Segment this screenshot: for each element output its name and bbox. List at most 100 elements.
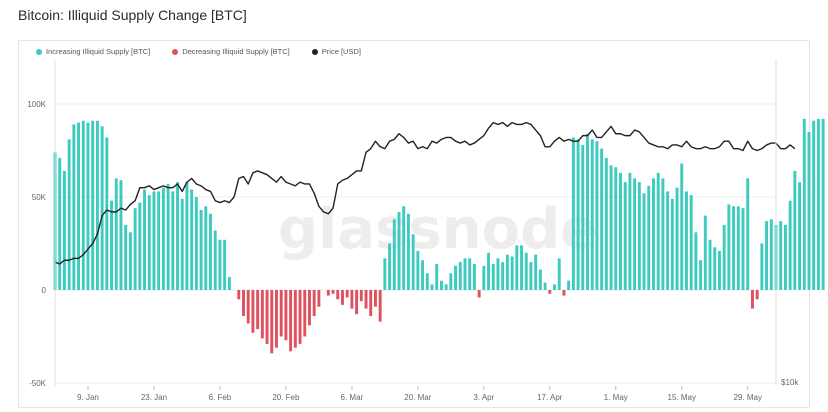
increasing-bar [463,258,467,290]
increasing-bar [439,280,443,290]
increasing-bar [501,262,505,290]
increasing-bar [816,118,820,290]
increasing-bar [119,180,123,290]
increasing-bar [783,224,787,290]
increasing-bar [81,120,85,291]
increasing-bar [435,263,439,290]
increasing-bar [769,219,773,290]
legend-item-increasing[interactable]: Increasing Illiquid Supply [BTC] [36,47,150,56]
decreasing-bar [373,290,377,307]
increasing-bar [670,198,674,290]
watermark: glassnode [278,197,598,262]
decreasing-bar [477,290,481,298]
increasing-bar [166,183,170,290]
y-tick-label: -50K [29,379,47,388]
decreasing-bar [275,290,278,348]
decreasing-bar [317,290,321,307]
increasing-bar [685,191,688,290]
increasing-bar [703,215,707,290]
increasing-bar [520,245,523,290]
increasing-bar [388,243,392,290]
increasing-bar [637,182,641,290]
x-tick-label: 29. May [733,393,761,402]
increasing-bar [185,182,189,290]
decreasing-bar [350,290,354,309]
increasing-bar [105,137,109,290]
increasing-bar [128,232,132,290]
increasing-bar [454,265,458,290]
y-tick-label: 50K [32,193,47,202]
increasing-bar [798,182,802,290]
increasing-bar [147,195,151,290]
increasing-bar [656,172,660,290]
grid-lines [55,103,776,384]
x-tick-label: 9. Jan [77,393,99,402]
increasing-bar [628,172,632,290]
decreasing-bar [336,290,340,300]
bars-group [53,118,825,354]
increasing-bar [576,139,580,290]
increasing-bar [581,144,585,290]
increasing-bar [425,273,429,290]
increasing-bar [124,224,128,290]
increasing-bar [190,189,194,290]
x-tick-label: 1. May [604,393,628,402]
increasing-bar [161,187,165,290]
decreasing-bar [251,290,255,333]
decreasing-bar [242,290,245,317]
increasing-bar [406,213,410,290]
increasing-bar [472,263,476,290]
increasing-bar [91,120,95,291]
legend-label-price: Price [USD] [321,47,361,56]
increasing-bar [199,210,203,290]
increasing-bar [430,284,434,290]
increasing-bar [534,254,538,290]
decreasing-bar [355,290,359,315]
decreasing-bar [298,290,302,344]
increasing-bar [741,208,745,290]
increasing-bar [642,193,646,290]
decreasing-bar [364,290,368,309]
increasing-bar [713,247,717,290]
increasing-bar [491,263,495,290]
increasing-bar [590,139,594,290]
legend-item-price[interactable]: Price [USD] [311,47,361,56]
increasing-bar [746,178,750,290]
increasing-bar [223,239,227,290]
increasing-bar [213,230,217,290]
increasing-bar [86,122,90,290]
increasing-bar [788,200,792,290]
increasing-bar [553,284,556,290]
x-tick-label: 20. Feb [272,393,300,402]
increasing-bar [666,191,670,290]
price-line-group [54,121,796,265]
increasing-bar [604,157,608,290]
legend-item-decreasing[interactable]: Decreasing Illiquid Supply [BTC] [172,47,290,56]
increasing-bar [67,139,71,290]
increasing-bar [633,178,637,290]
increasing-bar [444,284,448,290]
increasing-bar [732,206,736,290]
increasing-bar [557,258,561,290]
increasing-bar [110,200,114,290]
decreasing-bar [750,290,754,309]
increasing-bar [779,221,783,290]
increasing-bar [619,172,622,290]
decreasing-bar [289,290,293,352]
decreasing-bar [308,290,311,326]
increasing-bar [171,191,175,290]
legend-label-decreasing: Decreasing Illiquid Supply [BTC] [182,47,290,56]
increasing-bar [482,265,486,290]
decreasing-bar [326,290,330,296]
increasing-bar [699,260,703,290]
decreasing-bar [260,290,264,339]
decreasing-bar [369,290,373,317]
increasing-bar [152,191,156,290]
increasing-bar [765,221,769,290]
increasing-bar [694,232,698,290]
increasing-bar [180,198,184,290]
increasing-bar [402,206,406,290]
increasing-bar [652,178,655,290]
decreasing-bar [293,290,297,348]
increasing-bar [689,195,693,290]
